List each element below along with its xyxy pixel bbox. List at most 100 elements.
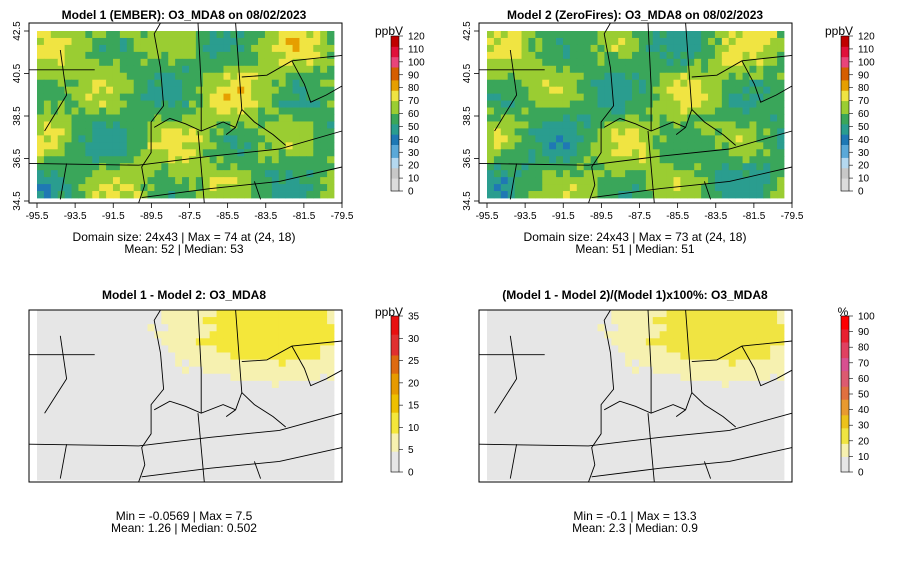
grid-cell bbox=[708, 121, 716, 129]
grid-cell bbox=[251, 114, 259, 122]
grid-cell bbox=[687, 472, 695, 481]
grid-cell bbox=[756, 37, 764, 46]
grid-cell bbox=[292, 409, 300, 417]
grid-cell bbox=[99, 437, 107, 445]
grid-cell bbox=[106, 416, 114, 424]
grid-cell bbox=[701, 345, 709, 353]
grid-cell bbox=[175, 409, 183, 417]
grid-cell bbox=[687, 359, 695, 368]
colorbar-tick-label: 10 bbox=[858, 452, 870, 463]
grid-cell bbox=[327, 317, 335, 325]
grid-cell bbox=[694, 359, 702, 368]
grid-cell bbox=[728, 135, 737, 143]
grid-cell bbox=[264, 121, 273, 129]
grid-cell bbox=[92, 79, 100, 88]
grid-cell bbox=[327, 465, 335, 474]
grid-cell bbox=[645, 352, 654, 360]
grid-cell bbox=[126, 51, 135, 60]
grid-cell bbox=[313, 387, 321, 396]
grid-cell bbox=[500, 100, 509, 108]
grid-cell bbox=[278, 324, 287, 332]
grid-cell bbox=[542, 128, 550, 136]
grid-cell bbox=[327, 451, 335, 460]
grid-cell bbox=[521, 121, 529, 129]
grid-cell bbox=[37, 324, 45, 332]
grid-cell bbox=[99, 402, 107, 410]
grid-cell bbox=[542, 416, 550, 424]
grid-cell bbox=[756, 472, 764, 481]
grid-cell bbox=[313, 44, 321, 53]
grid-cell bbox=[251, 31, 259, 39]
grid-cell bbox=[618, 100, 626, 108]
grid-cell bbox=[140, 79, 148, 88]
grid-cell bbox=[487, 465, 495, 474]
grid-cell bbox=[542, 444, 550, 453]
grid-cell bbox=[535, 472, 543, 481]
colorbar-segment bbox=[391, 448, 399, 452]
colorbar-segment bbox=[391, 152, 399, 156]
grid-cell bbox=[175, 86, 183, 95]
grid-cell bbox=[168, 72, 176, 81]
grid-cell bbox=[209, 37, 217, 46]
grid-cell bbox=[106, 121, 114, 129]
grid-cell bbox=[687, 437, 695, 445]
grid-cell bbox=[278, 430, 287, 438]
colorbar-segment bbox=[841, 365, 849, 369]
grid-cell bbox=[188, 458, 197, 467]
grid-cell bbox=[714, 366, 723, 375]
grid-cell bbox=[714, 142, 723, 150]
grid-cell bbox=[147, 310, 155, 318]
grid-cell bbox=[549, 184, 557, 192]
grid-cell bbox=[182, 135, 190, 143]
grid-cell bbox=[71, 430, 79, 438]
colorbar-segment bbox=[841, 38, 849, 42]
grid-cell bbox=[721, 451, 730, 460]
grid-cell bbox=[507, 366, 516, 375]
grid-cell bbox=[313, 409, 321, 417]
grid-cell bbox=[556, 86, 564, 95]
colorbar-segment bbox=[391, 373, 399, 377]
grid-cell bbox=[133, 451, 142, 460]
grid-cell bbox=[549, 338, 557, 346]
grid-cell bbox=[147, 86, 155, 95]
grid-cell bbox=[147, 100, 155, 108]
grid-cell bbox=[292, 352, 300, 360]
grid-cell bbox=[735, 338, 743, 346]
colorbar-segment bbox=[841, 316, 849, 320]
boundary-line bbox=[478, 412, 793, 447]
grid-cell bbox=[64, 31, 72, 39]
grid-cell bbox=[507, 149, 516, 157]
grid-cell bbox=[562, 380, 571, 389]
grid-cell bbox=[487, 72, 495, 81]
grid-cell bbox=[583, 387, 592, 396]
grid-cell bbox=[85, 352, 93, 360]
grid-cell bbox=[763, 58, 771, 67]
grid-cell bbox=[64, 184, 72, 192]
grid-cell bbox=[195, 170, 204, 178]
grid-cell bbox=[195, 128, 204, 136]
grid-cell bbox=[237, 416, 245, 424]
grid-cell bbox=[278, 380, 287, 389]
grid-cell bbox=[708, 86, 716, 95]
grid-cell bbox=[85, 380, 93, 389]
grid-cell bbox=[569, 430, 578, 438]
colorbar-segment bbox=[841, 105, 849, 109]
grid-cell bbox=[64, 409, 72, 417]
grid-cell bbox=[708, 402, 716, 410]
grid-cell bbox=[119, 128, 128, 136]
grid-cell bbox=[714, 156, 723, 164]
colorbar-segment bbox=[841, 64, 849, 68]
grid-cell bbox=[78, 114, 86, 122]
grid-cell bbox=[209, 465, 217, 474]
grid-cell bbox=[119, 156, 128, 164]
grid-cell bbox=[71, 44, 79, 53]
grid-cell bbox=[202, 51, 211, 60]
grid-cell bbox=[652, 437, 661, 445]
grid-cell bbox=[666, 317, 674, 325]
grid-cell bbox=[735, 395, 743, 403]
grid-cell bbox=[618, 37, 626, 46]
grid-cell bbox=[285, 121, 293, 129]
grid-cell bbox=[708, 72, 716, 81]
grid-cell bbox=[264, 163, 273, 171]
grid-cell bbox=[535, 310, 543, 318]
